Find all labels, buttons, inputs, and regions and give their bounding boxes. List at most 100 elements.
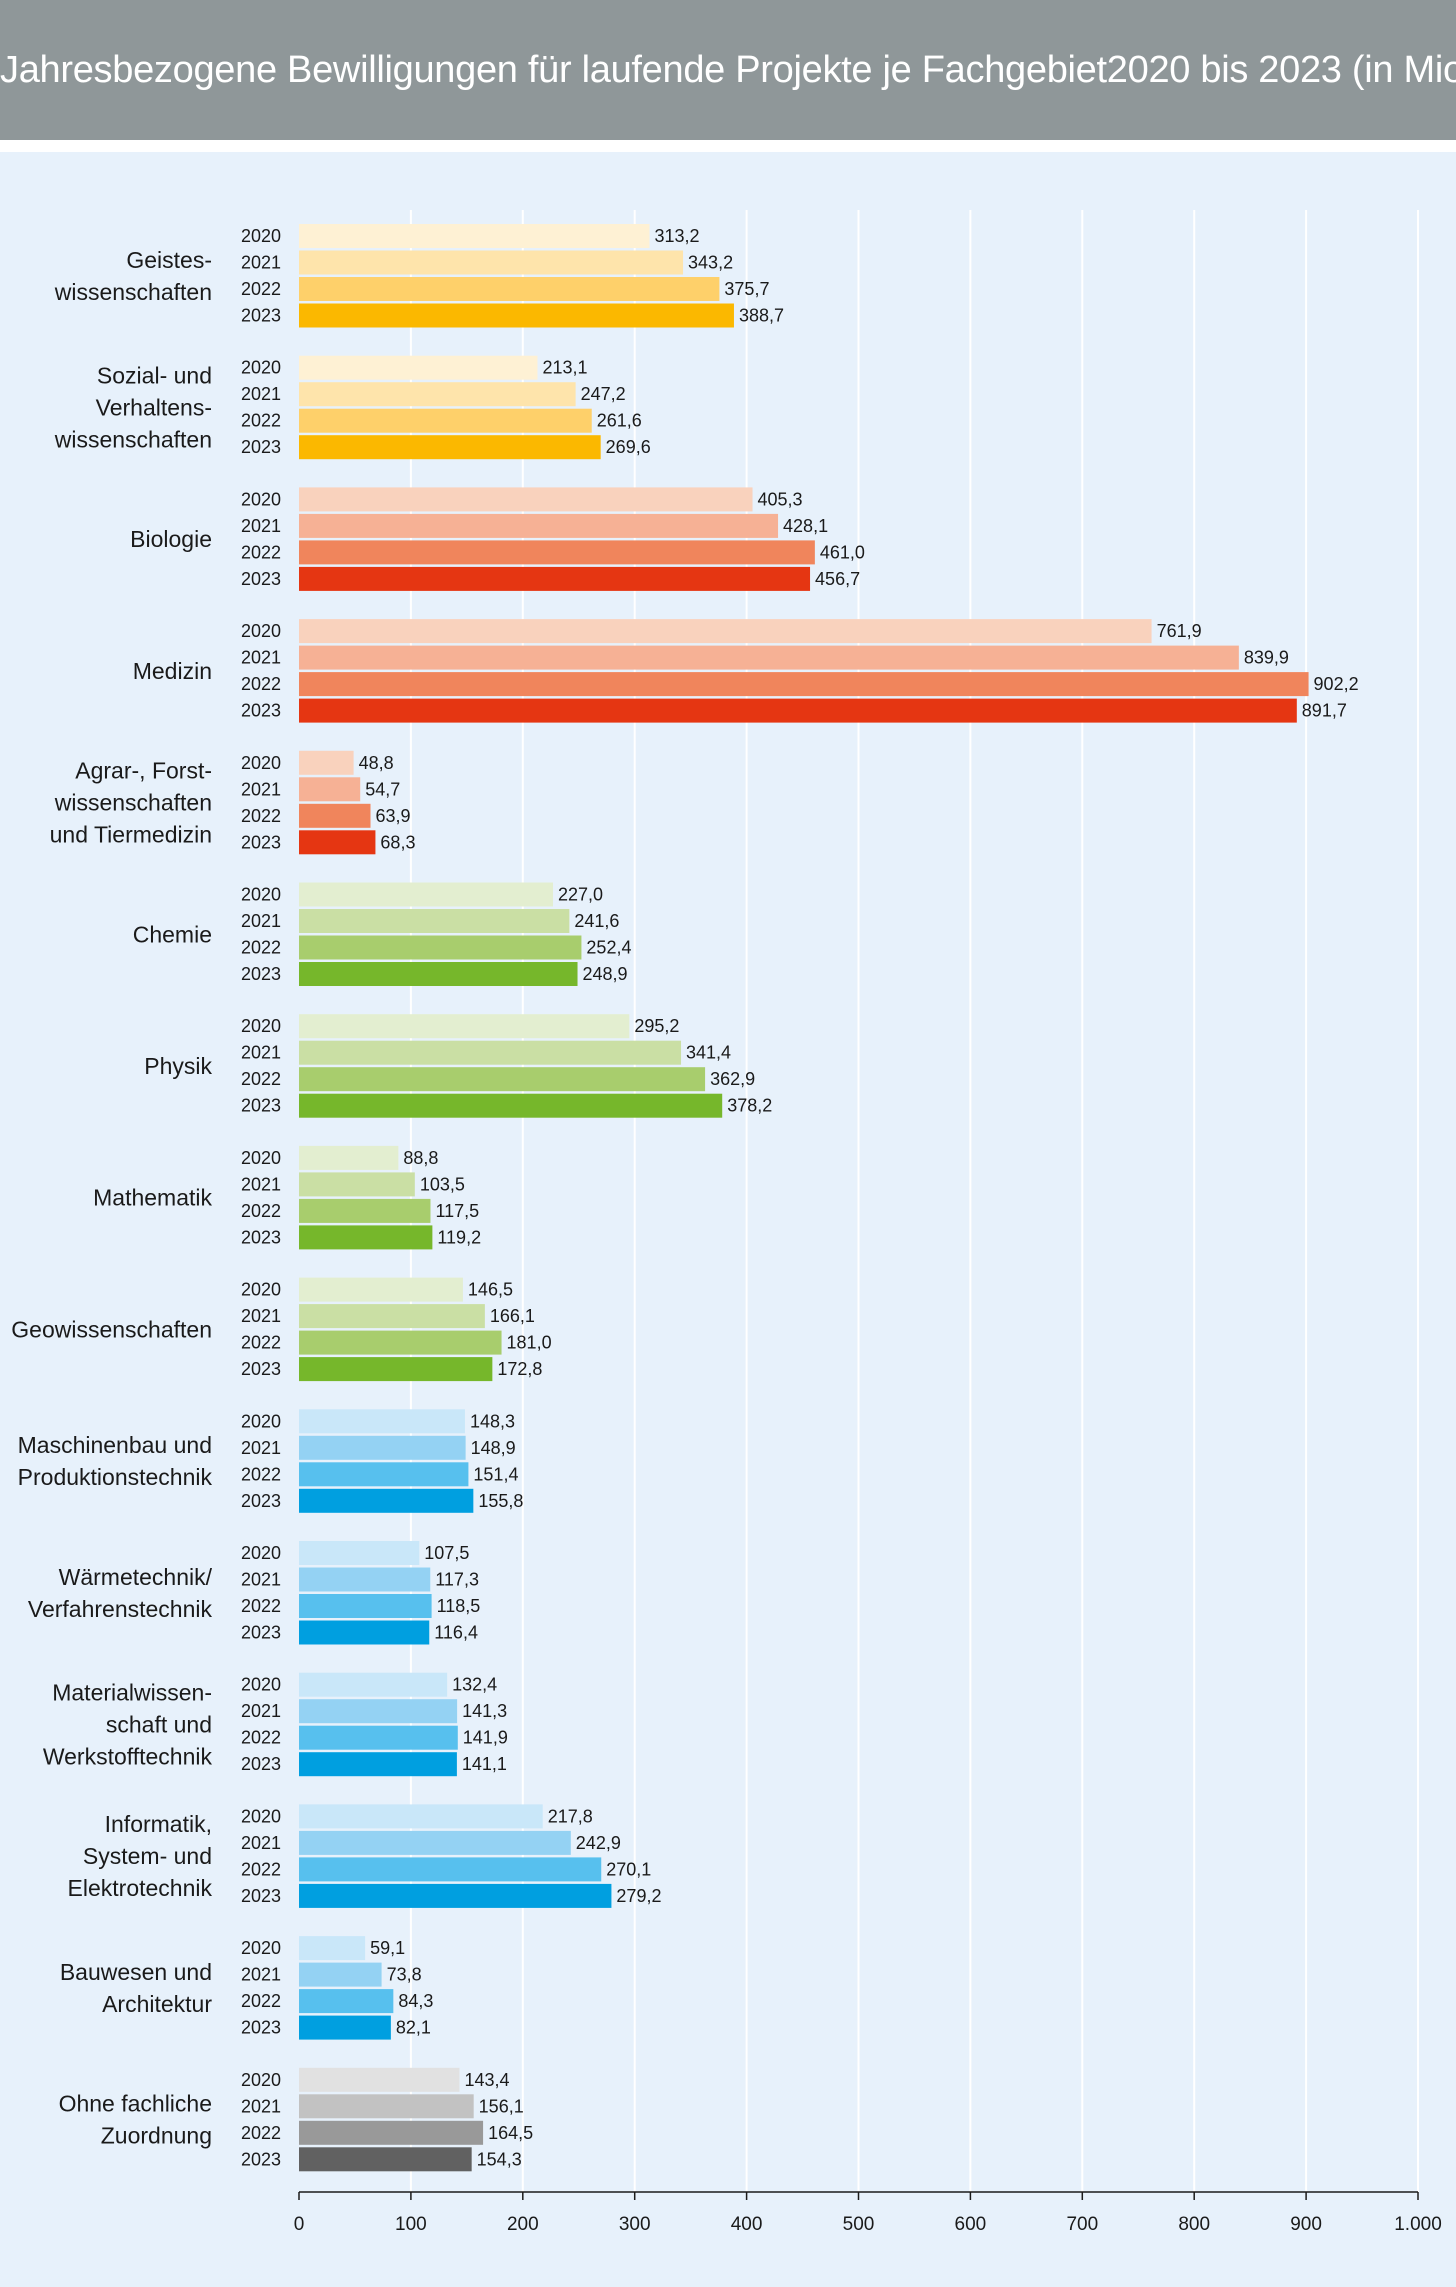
bar xyxy=(299,1357,493,1382)
bar xyxy=(299,1488,474,1513)
category-label: Agrar-, Forst-wissenschaften und Tiermedi… xyxy=(50,758,212,848)
bar-value-label: 461,0 xyxy=(820,542,865,562)
bar-value-label: 378,2 xyxy=(727,1096,772,1116)
bar xyxy=(299,1067,706,1092)
year-label: 2021 xyxy=(241,1701,281,1721)
header-divider xyxy=(0,140,1456,152)
year-label: 2021 xyxy=(241,911,281,931)
bar-value-label: 248,9 xyxy=(583,964,628,984)
x-tick-label: 1.000 xyxy=(1394,2214,1442,2235)
bar xyxy=(299,1620,430,1645)
year-label: 2022 xyxy=(241,1069,281,1089)
year-label: 2021 xyxy=(241,1833,281,1853)
bar xyxy=(299,435,601,460)
year-label: 2021 xyxy=(241,516,281,536)
year-label: 2023 xyxy=(241,306,281,326)
category-label: Sozial- und Verhaltens-wissenschaften xyxy=(54,362,212,452)
bar-value-label: 146,5 xyxy=(468,1280,513,1300)
bar xyxy=(299,1040,682,1065)
year-label: 2023 xyxy=(241,569,281,589)
category-label-line: Agrar-, Forst- xyxy=(75,758,212,784)
category-label-line: wissenschaften xyxy=(54,279,212,305)
x-tick-label: 0 xyxy=(294,2214,305,2235)
category-label-line: System- und xyxy=(83,1843,212,1869)
bar xyxy=(299,830,376,855)
year-label: 2021 xyxy=(241,1306,281,1326)
bar-value-label: 362,9 xyxy=(710,1069,755,1089)
bar xyxy=(299,2067,460,2092)
category-label-line: und Tiermedizin xyxy=(50,822,212,848)
bar xyxy=(299,408,592,433)
year-label: 2021 xyxy=(241,1438,281,1458)
year-label: 2020 xyxy=(241,1675,281,1695)
year-label: 2023 xyxy=(241,1359,281,1379)
year-label: 2022 xyxy=(241,1991,281,2011)
category-label-line: Biologie xyxy=(130,526,212,552)
category-label-line: Produktionstechnik xyxy=(18,1464,213,1490)
category-label-line: Materialwissen- xyxy=(52,1679,212,1705)
category-label-line: Sozial- und xyxy=(97,362,212,388)
year-label: 2021 xyxy=(241,1043,281,1063)
year-label: 2020 xyxy=(241,1806,281,1826)
year-label: 2021 xyxy=(241,253,281,273)
category-label-line: schaft und xyxy=(106,1711,212,1737)
category-label: Geowissenschaften xyxy=(11,1316,212,1342)
bar-value-label: 891,7 xyxy=(1302,701,1347,721)
chart-title: Jahresbezogene Bewilligungen für laufend… xyxy=(0,49,1456,91)
year-label: 2020 xyxy=(241,489,281,509)
bar xyxy=(299,1725,458,1750)
category-label-line: Werkstofftechnik xyxy=(43,1743,213,1769)
bar xyxy=(299,1225,433,1250)
bar xyxy=(299,619,1152,644)
category-label-line: Mathematik xyxy=(93,1185,212,1211)
x-tick-label: 100 xyxy=(395,2214,427,2235)
bar-value-label: 148,9 xyxy=(471,1438,516,1458)
bar xyxy=(299,909,570,933)
year-label: 2020 xyxy=(241,1280,281,1300)
year-label: 2022 xyxy=(241,938,281,958)
year-label: 2022 xyxy=(241,2123,281,2143)
bar-value-label: 119,2 xyxy=(437,1227,481,1247)
category-label: Informatik, System- und Elektrotechnik xyxy=(68,1811,213,1901)
bar xyxy=(299,1857,602,1882)
bar xyxy=(299,566,811,591)
bar xyxy=(299,750,354,775)
bar-value-label: 141,9 xyxy=(463,1728,508,1748)
x-tick-label: 400 xyxy=(731,2214,763,2235)
year-label: 2023 xyxy=(241,1754,281,1774)
bar xyxy=(299,2094,474,2119)
year-label: 2021 xyxy=(241,648,281,668)
bar xyxy=(299,1198,431,1223)
bar-value-label: 181,0 xyxy=(507,1333,552,1353)
bar-value-label: 103,5 xyxy=(420,1174,465,1194)
year-label: 2020 xyxy=(241,1938,281,1958)
bar xyxy=(299,777,361,802)
x-tick-label: 300 xyxy=(619,2214,651,2235)
bar xyxy=(299,1145,399,1170)
x-tick-label: 900 xyxy=(1290,2214,1322,2235)
bar xyxy=(299,1014,630,1039)
bar xyxy=(299,303,734,328)
bar xyxy=(299,672,1309,697)
bar xyxy=(299,1330,502,1355)
bar xyxy=(299,1672,448,1697)
bar xyxy=(299,1699,458,1724)
bar xyxy=(299,2015,391,2040)
year-label: 2023 xyxy=(241,1227,281,1247)
year-label: 2020 xyxy=(241,621,281,641)
bar xyxy=(299,250,684,275)
bar xyxy=(299,882,554,907)
bar-value-label: 132,4 xyxy=(452,1675,497,1695)
bar-value-label: 151,4 xyxy=(473,1464,518,1484)
year-label: 2022 xyxy=(241,1596,281,1616)
category-label-line: Bauwesen und xyxy=(60,1959,212,1985)
bar xyxy=(299,1804,543,1829)
year-label: 2023 xyxy=(241,437,281,457)
bar xyxy=(299,935,582,960)
category-label-line: wissenschaften xyxy=(54,790,212,816)
category-label: Wärmetechnik/Verfahrenstechnik xyxy=(28,1564,213,1622)
bar-value-label: 48,8 xyxy=(359,753,394,773)
category-label: Ohne fachliche Zuordnung xyxy=(59,2091,212,2149)
category-label: Mathematik xyxy=(93,1185,212,1211)
bar-value-label: 375,7 xyxy=(724,279,769,299)
